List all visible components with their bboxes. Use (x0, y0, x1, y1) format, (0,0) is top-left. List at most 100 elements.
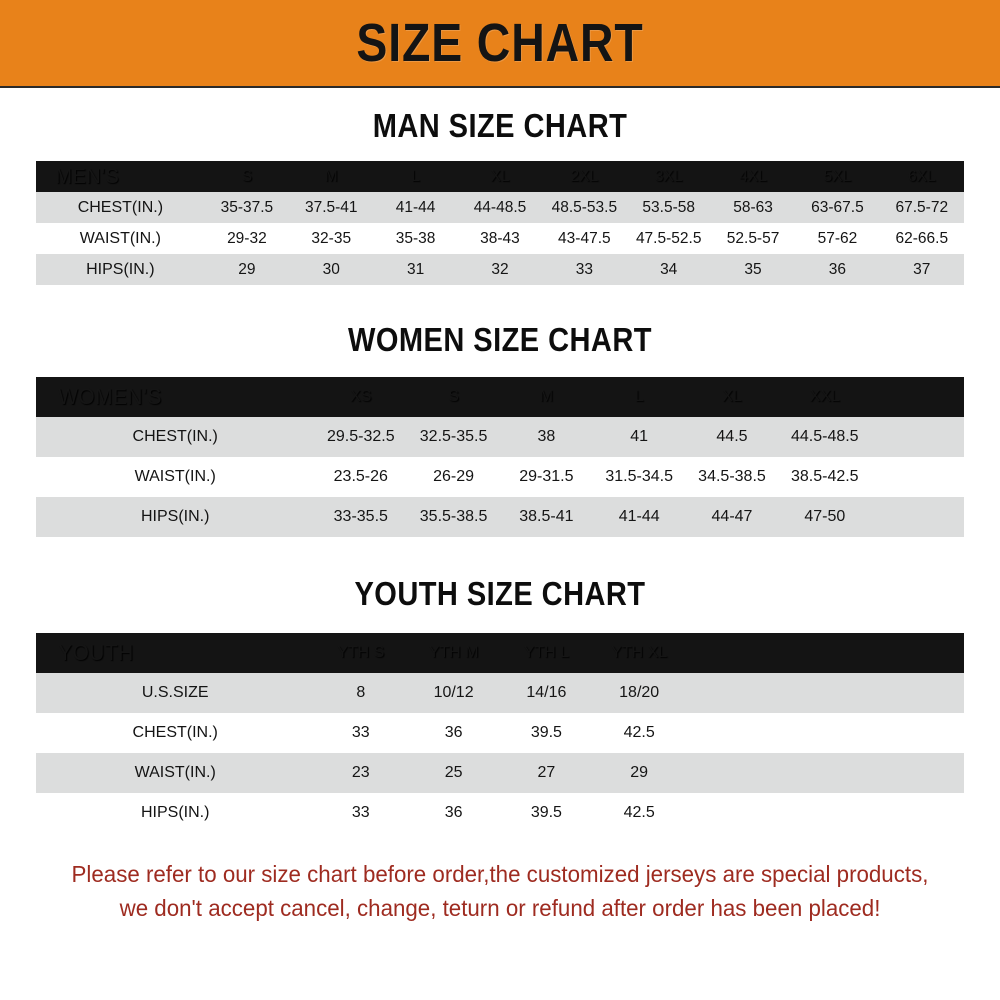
table-cell: 41 (630, 428, 649, 445)
table-cell: 44.5 (716, 428, 748, 445)
section-man: MAN SIZE CHART MEN'S S M L XL 2XL 3XL 4XL 5XL 6XL… (0, 107, 1000, 285)
column-header-s: S (241, 167, 253, 185)
table-cell: 35.5-38.5 (419, 508, 488, 525)
table-cell: 36 (444, 724, 463, 741)
column-header-3xl: 3XL (654, 167, 683, 185)
table-cell-spacer (871, 497, 964, 537)
column-header-s: S (448, 388, 459, 405)
column-header-xs: XS (350, 388, 372, 405)
table-cell-spacer (778, 713, 871, 753)
table-row: WAIST(IN.) 23 25 27 29 (36, 753, 964, 793)
column-header-m: M (324, 167, 338, 185)
table-cell: 27 (537, 764, 556, 781)
row-label: CHEST(IN.) (132, 724, 218, 741)
table-cell: 33-35.5 (333, 508, 388, 525)
table-cell: 36 (828, 260, 847, 278)
table-cell: 47.5-52.5 (635, 229, 702, 247)
table-cell: 30 (322, 260, 340, 278)
table-cell: 39.5 (530, 724, 562, 741)
column-header-m: M (539, 388, 554, 405)
row-label: WAIST(IN.) (134, 468, 216, 485)
table-row: WAIST(IN.) 23.5-26 26-29 29-31.5 31.5-34.5 34… (36, 457, 964, 497)
table-cell: 58-63 (733, 198, 773, 216)
table-cell-spacer (871, 713, 964, 753)
section-women: WOMEN SIZE CHART WOMEN'S XS S M L XL XXL CHEST(… (0, 321, 1000, 537)
table-row: CHEST(IN.) 33 36 39.5 42.5 (36, 713, 964, 753)
table-cell: 38-43 (480, 229, 520, 247)
column-header-l: L (634, 388, 644, 405)
table-cell: 31 (406, 260, 425, 278)
table-cell: 36 (444, 804, 463, 821)
page-banner: SIZE CHART (0, 0, 1000, 88)
section-youth: YOUTH SIZE CHART YOUTH YTH S YTH M YTH L YTH… (0, 575, 1000, 833)
table-cell: 37.5-41 (304, 198, 358, 216)
table-cell: 52.5-57 (726, 229, 780, 247)
row-label: HIPS(IN.) (140, 804, 210, 821)
table-cell: 48.5-53.5 (551, 198, 618, 216)
column-header-l: L (411, 167, 420, 185)
table-cell: 44-48.5 (473, 198, 527, 216)
table-row: HIPS(IN.) 33 36 39.5 42.5 (36, 793, 964, 833)
table-cell: 44-47 (711, 508, 753, 525)
table-row: CHEST(IN.) 29.5-32.5 32.5-35.5 38 41 44.5 44.5… (36, 417, 964, 457)
table-cell-spacer (871, 673, 964, 713)
row-label: WAIST(IN.) (134, 764, 216, 781)
row-label: HIPS(IN.) (86, 260, 155, 278)
table-cell: 31.5-34.5 (605, 468, 673, 485)
table-cell: 10/12 (433, 684, 474, 701)
table-corner-label: YOUTH (58, 640, 134, 665)
row-label: U.S.SIZE (141, 684, 209, 701)
table-cell: 41-44 (395, 198, 436, 216)
table-cell: 44.5-48.5 (790, 428, 859, 445)
table-cell: 57-62 (817, 229, 858, 247)
table-cell: 41-44 (618, 508, 660, 525)
table-cell-spacer (778, 793, 871, 833)
disclaimer-note: Please refer to our size chart before or… (15, 857, 985, 925)
table-cell: 39.5 (530, 804, 562, 821)
row-label: CHEST(IN.) (132, 428, 218, 445)
table-wrap-women: WOMEN'S XS S M L XL XXL CHEST(IN.) 29.5-32.5 32.5… (36, 377, 964, 537)
column-header-spacer (778, 633, 871, 673)
table-wrap-man: MEN'S S M L XL 2XL 3XL 4XL 5XL 6XL CHEST(IN.) 35-37… (36, 161, 964, 285)
table-wrap-youth: YOUTH YTH S YTH M YTH L YTH XL U.S.SIZE 8 10/12… (36, 633, 964, 833)
table-cell: 67.5-72 (895, 198, 949, 216)
column-header-xxl: XXL (809, 388, 840, 405)
table-cell-spacer (686, 673, 779, 713)
table-cell: 37 (913, 260, 931, 278)
table-cell: 38 (537, 428, 556, 445)
table-row: U.S.SIZE 8 10/12 14/16 18/20 (36, 673, 964, 713)
table-cell: 14/16 (526, 684, 567, 701)
column-header-yth-s: YTH S (337, 644, 385, 661)
table-cell-spacer (871, 793, 964, 833)
table-cell: 29.5-32.5 (326, 428, 395, 445)
column-header-6xl: 6XL (908, 167, 936, 185)
column-header-yth-xl: YTH XL (611, 644, 668, 661)
table-cell: 34.5-38.5 (698, 468, 766, 485)
table-cell: 53.5-58 (642, 198, 695, 216)
table-cell: 63-67.5 (811, 198, 864, 216)
size-table-youth: YOUTH YTH S YTH M YTH L YTH XL U.S.SIZE 8 10/12… (36, 633, 964, 833)
table-cell: 38.5-42.5 (790, 468, 859, 485)
table-cell: 23.5-26 (333, 468, 388, 485)
table-cell: 32 (491, 260, 509, 278)
table-cell: 8 (356, 684, 366, 701)
table-row: CHEST(IN.) 35-37.5 37.5-41 41-44 44-48.5 48.5… (36, 192, 964, 223)
column-header-spacer (686, 633, 779, 673)
table-cell: 47-50 (804, 508, 846, 525)
table-cell: 29-32 (227, 229, 267, 247)
column-header-5xl: 5XL (823, 167, 852, 185)
column-header-4xl: 4XL (739, 167, 767, 185)
column-header-spacer (871, 377, 964, 417)
table-cell-spacer (871, 457, 964, 497)
column-header-xl: XL (490, 167, 510, 185)
table-cell: 42.5 (623, 724, 655, 741)
column-header-xl: XL (722, 388, 742, 405)
disclaimer-line-1: Please refer to our size chart before or… (71, 861, 929, 887)
table-corner-label: WOMEN'S (58, 384, 162, 409)
table-cell: 33 (351, 804, 370, 821)
table-row: HIPS(IN.) 33-35.5 35.5-38.5 38.5-41 41-44 44-… (36, 497, 964, 537)
table-cell-spacer (686, 713, 779, 753)
table-cell: 62-66.5 (895, 229, 949, 247)
disclaimer-line-2: we don't accept cancel, change, teturn o… (119, 895, 881, 921)
